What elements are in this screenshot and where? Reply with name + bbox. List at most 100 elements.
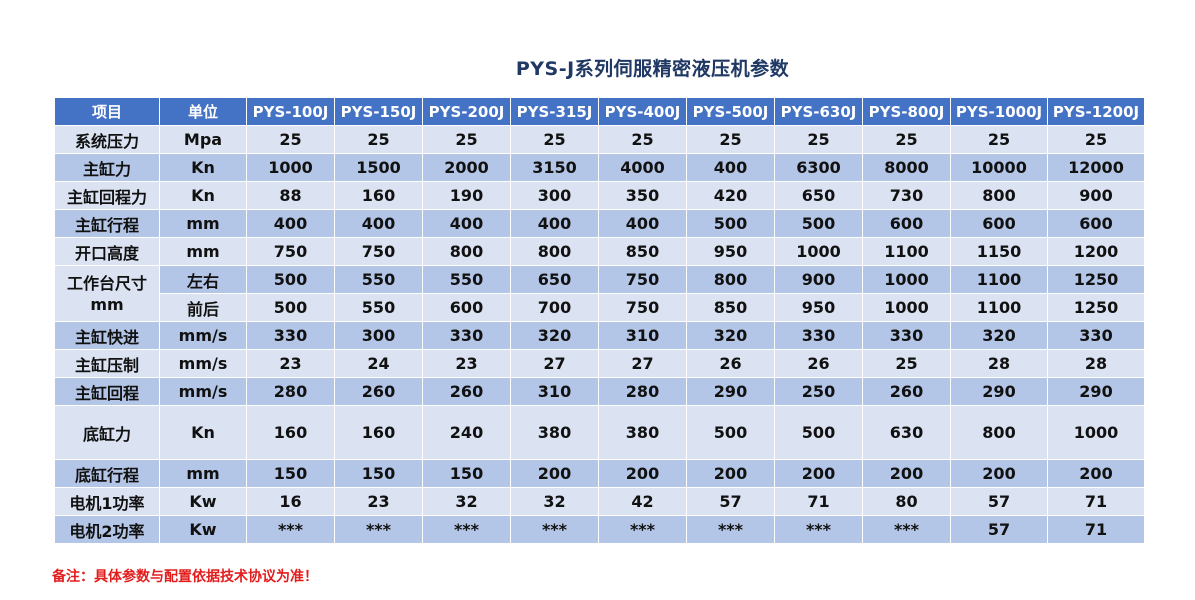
- row-unit: mm/s: [160, 350, 246, 377]
- value-cell: 25: [951, 126, 1047, 153]
- value-cell: ***: [687, 516, 774, 543]
- value-cell: 23: [335, 488, 422, 515]
- table-row: 工作台尺寸 mm 左右 500 550 550 650 750 800 900 1000 1100 12…: [55, 266, 1144, 321]
- value-cell: 750: [599, 266, 686, 293]
- row-label: 主缸力: [55, 154, 159, 181]
- row-unit: Kn: [160, 154, 246, 181]
- header-model: PYS-1000J: [951, 98, 1047, 125]
- value-cell: 240: [423, 406, 510, 459]
- value-cell: 800: [951, 406, 1047, 459]
- row-unit: Kn: [160, 182, 246, 209]
- value-cell: 500: [775, 210, 862, 237]
- value-cell: 290: [1048, 378, 1144, 405]
- value-cell: 850: [599, 238, 686, 265]
- value-cell: 300: [335, 322, 422, 349]
- value-cell: 320: [511, 322, 598, 349]
- row-unit: mm/s: [160, 378, 246, 405]
- value-cell: 330: [247, 322, 334, 349]
- value-cell: 71: [775, 488, 862, 515]
- value-cell: 1250: [1048, 266, 1144, 293]
- value-cell: ***: [335, 516, 422, 543]
- value-cell: ***: [247, 516, 334, 543]
- value-cell: 400: [687, 154, 774, 181]
- value-cell: 330: [1048, 322, 1144, 349]
- value-cell: 420: [687, 182, 774, 209]
- value-cell: 71: [1048, 516, 1144, 543]
- table-row: 主缸回程 mm/s 280 260 260 310 280 290 250 260 290 290: [55, 378, 1144, 405]
- value-cell: 190: [423, 182, 510, 209]
- header-row: 项目 单位 PYS-100J PYS-150J PYS-200J PYS-315…: [55, 98, 1144, 125]
- value-cell: 25: [775, 126, 862, 153]
- footnote: 备注：具体参数与配置依据技术协议为准！: [52, 569, 318, 585]
- header-model: PYS-200J: [423, 98, 510, 125]
- row-unit: Kw: [160, 516, 246, 543]
- value-cell: 1500: [335, 154, 422, 181]
- row-label: 主缸压制: [55, 350, 159, 377]
- header-item: 项目: [55, 98, 159, 125]
- value-cell: 27: [511, 350, 598, 377]
- row-label: 主缸快进: [55, 322, 159, 349]
- value-cell: 160: [335, 406, 422, 459]
- value-cell: 290: [687, 378, 774, 405]
- value-cell: 550: [335, 266, 422, 293]
- value-cell: 600: [1048, 210, 1144, 237]
- table-row: 主缸力 Kn 1000 1500 2000 3150 4000 400 6300 8000 1000…: [55, 154, 1144, 181]
- header-model: PYS-500J: [687, 98, 774, 125]
- value-cell: 25: [335, 126, 422, 153]
- table-row: 主缸行程 mm 400 400 400 400 400 500 500 600 600 600: [55, 210, 1144, 237]
- value-cell: 25: [599, 126, 686, 153]
- value-cell: 1000: [247, 154, 334, 181]
- header-model: PYS-630J: [775, 98, 862, 125]
- value-cell: ***: [423, 516, 510, 543]
- value-cell: 310: [599, 322, 686, 349]
- value-cell: 550: [335, 294, 422, 321]
- header-model: PYS-150J: [335, 98, 422, 125]
- value-cell: 25: [423, 126, 510, 153]
- row-label: 底缸力: [55, 406, 159, 459]
- page-title: PYS-J系列伺服精密液压机参数: [515, 58, 790, 80]
- value-cell: 10000: [951, 154, 1047, 181]
- value-cell: 150: [335, 460, 422, 487]
- value-cell: 500: [775, 406, 862, 459]
- value-cell: 600: [423, 294, 510, 321]
- value-cell: 260: [863, 378, 950, 405]
- value-cell: 1150: [951, 238, 1047, 265]
- header-model: PYS-1200J: [1048, 98, 1144, 125]
- table-row: 主缸压制 mm/s 23 24 23 27 27 26 26 25 28 28: [55, 350, 1144, 377]
- table-size-label-line1: 工作台尺寸: [66, 273, 147, 293]
- table-row: 底缸力 Kn 160 160 240 380 380 500 500 630 800 1000: [55, 406, 1144, 459]
- value-cell: 650: [511, 266, 598, 293]
- value-cell: 16: [247, 488, 334, 515]
- value-cell: 88: [247, 182, 334, 209]
- row-unit: mm: [160, 460, 246, 487]
- value-cell: 25: [247, 126, 334, 153]
- value-cell: 8000: [863, 154, 950, 181]
- row-label: 主缸回程: [55, 378, 159, 405]
- value-cell: 500: [247, 294, 334, 321]
- value-cell: 42: [599, 488, 686, 515]
- value-cell: 32: [423, 488, 510, 515]
- value-cell: 280: [247, 378, 334, 405]
- value-cell: 900: [775, 266, 862, 293]
- value-cell: 6300: [775, 154, 862, 181]
- table-row: 开口高度 mm 750 750 800 800 850 950 1000 1100 1150 1200: [55, 238, 1144, 265]
- value-cell: 1000: [1048, 406, 1144, 459]
- value-cell: 3150: [511, 154, 598, 181]
- value-cell: 850: [687, 294, 774, 321]
- value-cell: 550: [423, 266, 510, 293]
- value-cell: 25: [1048, 126, 1144, 153]
- table-row: 前后 500 550 600 700 750 850 950 1000 1100 1250: [55, 294, 1144, 321]
- value-cell: 1200: [1048, 238, 1144, 265]
- value-cell: 1000: [775, 238, 862, 265]
- value-cell: 1250: [1048, 294, 1144, 321]
- value-cell: 330: [423, 322, 510, 349]
- value-cell: 1100: [951, 294, 1047, 321]
- value-cell: 900: [1048, 182, 1144, 209]
- value-cell: 630: [863, 406, 950, 459]
- value-cell: 290: [951, 378, 1047, 405]
- value-cell: 32: [511, 488, 598, 515]
- value-cell: 750: [599, 294, 686, 321]
- row-label: 主缸回程力: [55, 182, 159, 209]
- value-cell: 57: [687, 488, 774, 515]
- value-cell: 200: [687, 460, 774, 487]
